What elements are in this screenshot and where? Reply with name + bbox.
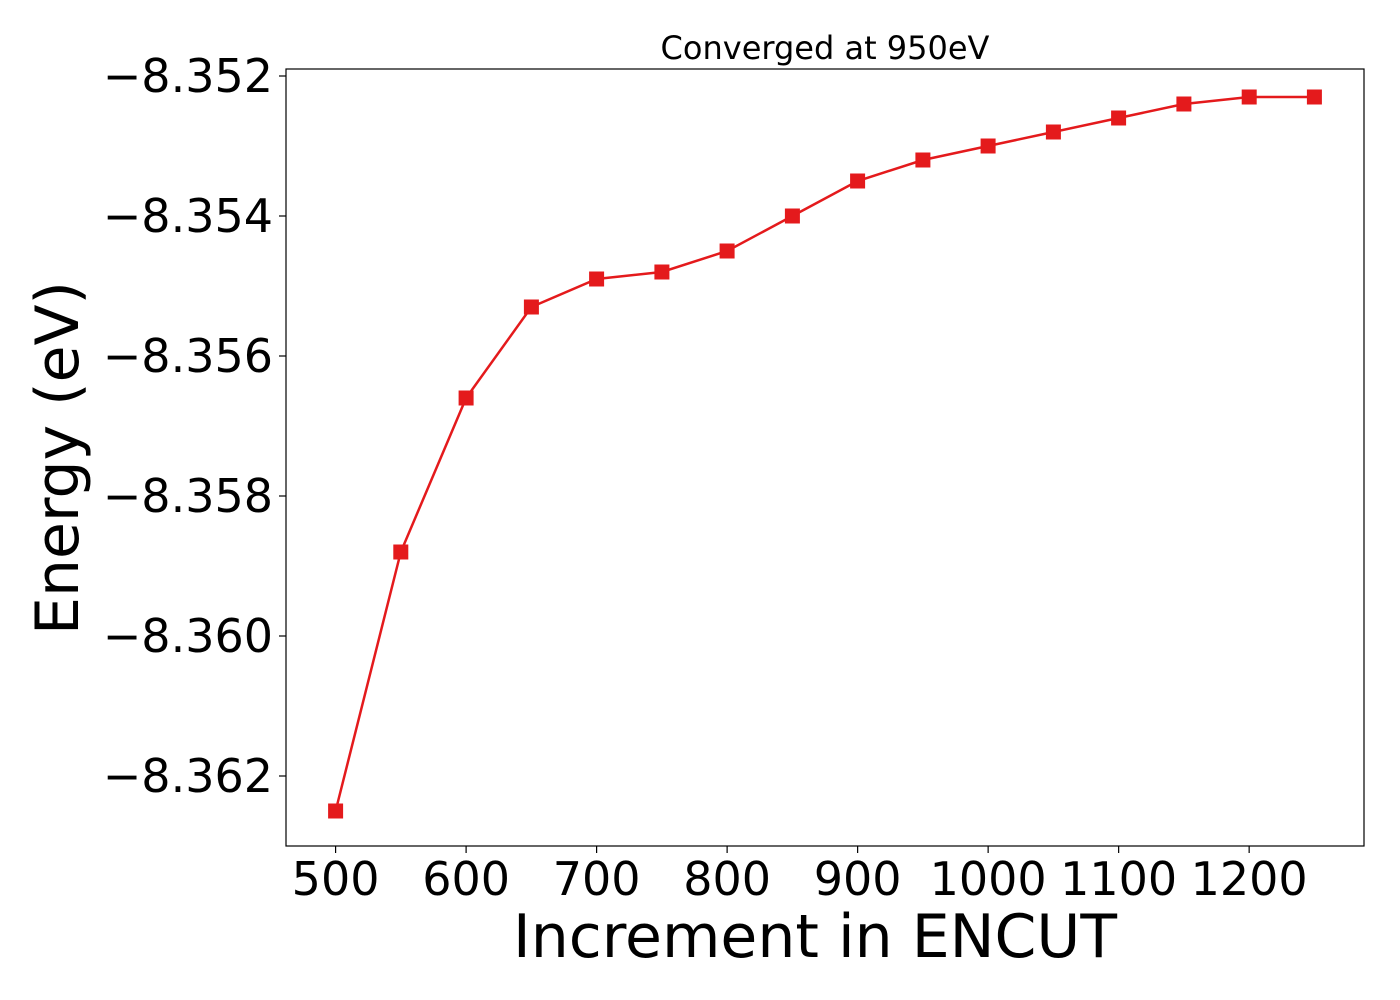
plot-frame xyxy=(285,68,1365,847)
x-tick-label: 500 xyxy=(292,852,380,906)
x-tick-label: 1100 xyxy=(1060,852,1177,906)
data-point-marker xyxy=(523,299,539,315)
y-tick-label: −8.358 xyxy=(103,469,273,523)
data-point-marker xyxy=(393,544,409,560)
x-tick-label: 700 xyxy=(553,852,641,906)
data-point-marker xyxy=(1111,110,1127,126)
x-axis-label: Increment in ENCUT xyxy=(513,902,1117,972)
series-layer xyxy=(328,89,1322,819)
data-point-marker xyxy=(654,264,670,280)
data-point-marker xyxy=(1306,89,1322,105)
series-line xyxy=(334,95,1315,812)
data-point-marker xyxy=(1045,124,1061,140)
x-tick-label: 900 xyxy=(814,852,902,906)
y-tick-label: −8.352 xyxy=(103,49,273,103)
data-point-marker xyxy=(784,208,800,224)
y-axis-label: Energy (eV) xyxy=(23,281,93,635)
y-tick-label: −8.356 xyxy=(103,329,273,383)
x-tick-label: 1000 xyxy=(930,852,1047,906)
chart-title: Converged at 950eV xyxy=(661,29,990,67)
x-tick-label: 600 xyxy=(422,852,510,906)
data-point-marker xyxy=(1176,96,1192,112)
y-tick-label: −8.360 xyxy=(103,609,273,663)
data-point-marker xyxy=(850,173,866,189)
data-point-marker xyxy=(458,390,474,406)
data-point-marker xyxy=(1241,89,1257,105)
ticks-layer: 500 600 700 800 900 1000 1100 1200 −8.352 −8.354 −… xyxy=(103,49,1308,906)
data-point-marker xyxy=(980,138,996,154)
data-point-marker xyxy=(915,152,931,168)
x-tick-label: 800 xyxy=(683,852,771,906)
y-tick-label: −8.362 xyxy=(103,749,273,803)
data-point-marker xyxy=(589,271,605,287)
data-point-marker xyxy=(328,803,344,819)
data-point-marker xyxy=(719,243,735,259)
y-tick-label: −8.354 xyxy=(103,189,273,243)
x-tick-label: 1200 xyxy=(1191,852,1308,906)
